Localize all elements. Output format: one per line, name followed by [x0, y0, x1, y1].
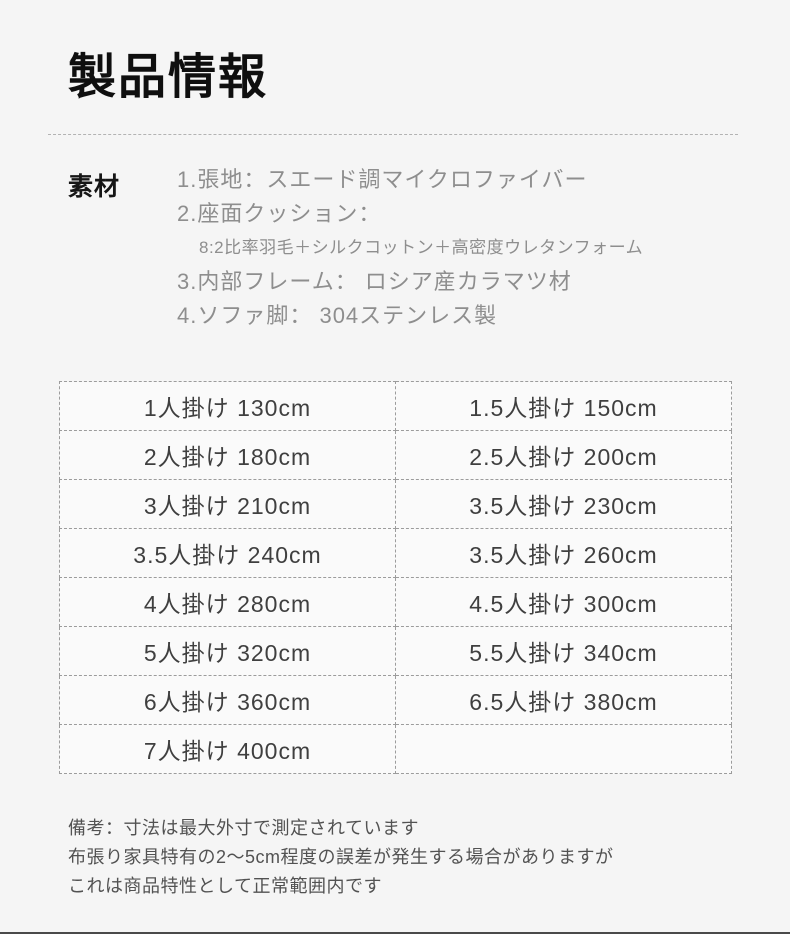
size-cell-empty — [395, 724, 732, 774]
remarks-line: 備考：寸法は最大外寸で測定されています — [68, 818, 419, 838]
table-row: 3人掛け 210cm 3.5人掛け 230cm — [59, 479, 732, 529]
table-row: 1人掛け 130cm 1.5人掛け 150cm — [59, 381, 732, 431]
materials-section: 素材 1.張地：スエード調マイクロファイバー 2.座面クッション： 8:2比率羽… — [68, 163, 790, 333]
remarks-line: 布張り家具特有の2～5cm程度の誤差が発生する場合がありますが — [68, 847, 614, 867]
size-cell: 1人掛け 130cm — [59, 381, 396, 431]
size-cell: 1.5人掛け 150cm — [395, 381, 732, 431]
page-title: 製品情報 — [68, 51, 269, 104]
table-row: 7人掛け 400cm — [59, 724, 732, 774]
material-item-cushion-detail: 8:2比率羽毛＋シルクコットン＋高密度ウレタンフォーム — [199, 238, 644, 257]
size-cell: 2.5人掛け 200cm — [395, 430, 732, 480]
size-cell: 5.5人掛け 340cm — [395, 626, 732, 676]
title-divider — [48, 134, 738, 135]
table-row: 6人掛け 360cm 6.5人掛け 380cm — [59, 675, 732, 725]
size-cell: 2人掛け 180cm — [59, 430, 396, 480]
materials-label: 素材 — [68, 173, 121, 201]
table-row: 3.5人掛け 240cm 3.5人掛け 260cm — [59, 528, 732, 578]
bottom-edge-line — [0, 932, 790, 934]
table-row: 2人掛け 180cm 2.5人掛け 200cm — [59, 430, 732, 480]
size-cell: 3.5人掛け 260cm — [395, 528, 732, 578]
size-cell: 7人掛け 400cm — [59, 724, 396, 774]
size-cell: 3人掛け 210cm — [59, 479, 396, 529]
size-cell: 3.5人掛け 230cm — [395, 479, 732, 529]
remarks-line: これは商品特性として正常範囲内です — [68, 876, 382, 896]
size-cell: 5人掛け 320cm — [59, 626, 396, 676]
material-item-upholstery: 1.張地：スエード調マイクロファイバー — [177, 167, 588, 192]
remarks-block: 備考：寸法は最大外寸で測定されています 布張り家具特有の2～5cm程度の誤差が発… — [68, 814, 790, 901]
size-cell: 4.5人掛け 300cm — [395, 577, 732, 627]
material-item-cushion: 2.座面クッション： — [177, 201, 382, 226]
size-cell: 6.5人掛け 380cm — [395, 675, 732, 725]
table-row: 4人掛け 280cm 4.5人掛け 300cm — [59, 577, 732, 627]
material-item-legs: 4.ソファ脚： 304ステンレス製 — [177, 303, 498, 328]
size-cell: 6人掛け 360cm — [59, 675, 396, 725]
size-table: 1人掛け 130cm 1.5人掛け 150cm 2人掛け 180cm 2.5人掛… — [59, 381, 732, 774]
materials-list: 1.張地：スエード調マイクロファイバー 2.座面クッション： 8:2比率羽毛＋シ… — [177, 163, 643, 333]
material-item-frame: 3.内部フレーム： ロシア産カラマツ材 — [177, 269, 572, 294]
table-row: 5人掛け 320cm 5.5人掛け 340cm — [59, 626, 732, 676]
size-cell: 3.5人掛け 240cm — [59, 528, 396, 578]
size-cell: 4人掛け 280cm — [59, 577, 396, 627]
